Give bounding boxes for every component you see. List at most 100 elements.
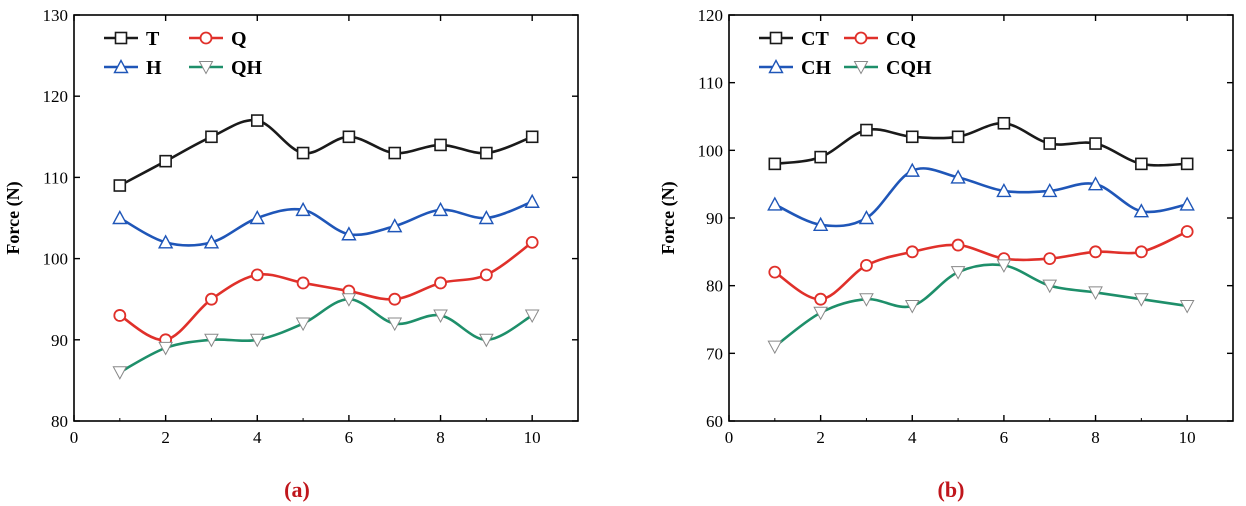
data-point-CT <box>768 157 782 171</box>
data-point-T <box>250 114 264 127</box>
y-axis-label: Force (N) <box>3 181 24 254</box>
y-tick-label: 120 <box>43 87 69 106</box>
data-point-CQ <box>768 265 782 279</box>
data-point-CH <box>1042 182 1058 198</box>
chart-a-caption: (a) <box>284 477 310 502</box>
x-tick-label: 6 <box>345 428 354 447</box>
series-H <box>112 193 540 249</box>
series-line-T <box>119 118 533 187</box>
legend-item-CQ: CQ <box>844 28 916 50</box>
legend-label: T <box>146 28 160 50</box>
data-point-Q <box>205 292 218 306</box>
series-CQH <box>767 259 1195 355</box>
data-point-H <box>157 234 174 249</box>
data-point-CQ <box>860 258 873 272</box>
x-tick-label: 0 <box>70 428 79 447</box>
data-point-CT <box>1089 137 1102 150</box>
x-tick-label: 0 <box>725 428 734 447</box>
data-point-H <box>203 234 220 249</box>
series-line-QH <box>119 297 533 374</box>
y-tick-label: 70 <box>706 344 723 363</box>
data-point-CH <box>950 169 966 184</box>
data-point-CQ <box>1180 225 1194 238</box>
data-point-H <box>249 210 265 225</box>
legend-label: CT <box>801 28 829 50</box>
data-point-QH <box>249 333 265 348</box>
data-point-CH <box>1179 196 1195 211</box>
data-point-CQH <box>996 259 1012 273</box>
chart-b-caption: (b) <box>938 477 965 502</box>
data-point-Q <box>113 309 127 322</box>
legend-item-CT: CT <box>759 28 829 50</box>
data-point-T <box>434 138 447 152</box>
legend-label: Q <box>231 28 247 50</box>
data-point-CQ <box>905 245 919 259</box>
data-point-Q <box>479 268 493 282</box>
data-point-QH <box>433 309 448 323</box>
data-point-CT <box>997 116 1011 130</box>
data-point-H <box>387 218 403 233</box>
legend-label: QH <box>231 57 263 79</box>
data-point-QH <box>112 366 128 380</box>
data-point-CT <box>1135 157 1148 171</box>
data-point-QH <box>479 333 494 348</box>
series-CH <box>767 162 1195 231</box>
data-point-CT <box>1180 157 1194 171</box>
data-point-T <box>525 130 539 144</box>
legend-marker <box>114 31 128 45</box>
data-point-T <box>113 179 127 192</box>
series-line-CQH <box>774 263 1188 348</box>
data-point-CT <box>905 130 919 144</box>
legend-marker <box>113 59 129 74</box>
data-point-CQ <box>1089 245 1102 259</box>
series-CT <box>768 116 1194 171</box>
series-QH <box>112 293 540 380</box>
data-point-CQH <box>904 299 920 314</box>
data-point-H <box>478 210 495 225</box>
data-point-CQ <box>1043 252 1057 266</box>
series-line-H <box>119 200 533 247</box>
y-tick-label: 100 <box>698 141 724 160</box>
y-tick-label: 130 <box>43 6 69 25</box>
data-point-QH <box>524 309 540 323</box>
data-point-CQH <box>1042 279 1058 294</box>
legend-label: CH <box>801 57 831 79</box>
legend-item-CQH: CQH <box>844 57 932 79</box>
chart-b: 0 2 4 6 8 10 60 70 80 90 100 110 120 Force (N) CT CQ CH C… <box>658 6 1234 447</box>
data-point-T <box>159 154 172 168</box>
data-point-CQH <box>813 306 828 321</box>
data-point-CH <box>904 162 920 177</box>
data-point-QH <box>295 317 311 332</box>
data-point-CQ <box>951 238 965 252</box>
data-point-H <box>432 201 449 217</box>
x-tick-label: 2 <box>161 428 170 447</box>
data-point-T <box>296 146 310 160</box>
x-tick-label: 4 <box>253 428 262 447</box>
legend-label: CQ <box>886 28 916 50</box>
data-point-CH <box>858 210 875 225</box>
data-point-H <box>524 193 540 208</box>
data-point-T <box>480 146 493 160</box>
data-point-Q <box>296 276 310 290</box>
legend-item-Q: Q <box>189 28 247 50</box>
y-tick-label: 100 <box>43 250 69 269</box>
legend-item-T: T <box>104 28 160 50</box>
x-tick-label: 10 <box>1179 428 1196 447</box>
y-tick-label: 90 <box>51 331 68 350</box>
data-point-CT <box>860 123 873 137</box>
data-point-H <box>112 210 128 225</box>
legend-item-H: H <box>104 57 162 79</box>
data-point-T <box>342 130 356 144</box>
data-point-CT <box>1043 137 1057 150</box>
legend-label: CQH <box>886 57 932 79</box>
x-tick-label: 4 <box>908 428 917 447</box>
legend-item-QH: QH <box>189 57 263 79</box>
data-point-CQH <box>859 293 874 307</box>
data-point-Q <box>250 268 264 282</box>
data-point-CH <box>767 196 783 211</box>
data-point-CQH <box>950 266 966 280</box>
data-point-QH <box>204 333 219 348</box>
data-point-CQH <box>1134 293 1149 307</box>
